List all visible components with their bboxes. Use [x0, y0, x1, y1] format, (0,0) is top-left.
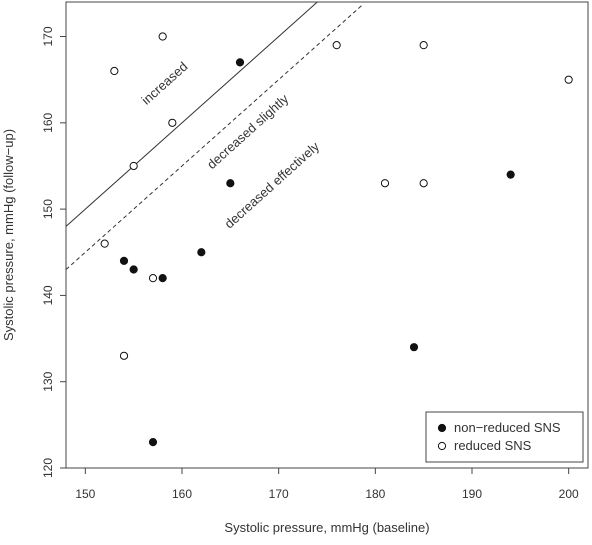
data-point-non-reduced	[197, 248, 206, 257]
data-point-reduced	[380, 179, 390, 188]
plot-frame	[65, 1, 589, 469]
data-point-reduced	[564, 75, 573, 84]
data-point-non-reduced	[409, 343, 419, 352]
y-tick-label: 130	[41, 371, 55, 391]
x-tick-label: 200	[559, 487, 579, 501]
data-point-non-reduced	[226, 179, 235, 188]
x-axis: 150 160 170 180 190 200	[75, 468, 579, 501]
x-tick-label: 190	[462, 487, 482, 501]
legend-label-reduced: reduced SNS	[454, 438, 532, 453]
reference-line-solid	[65, 1, 318, 227]
data-point-reduced	[168, 118, 177, 127]
x-tick-label: 150	[75, 487, 95, 501]
data-point-reduced	[158, 32, 167, 41]
data-point-non-reduced	[129, 265, 138, 274]
x-tick-label: 170	[269, 487, 289, 501]
data-point-non-reduced	[148, 438, 158, 447]
legend-box	[425, 411, 584, 463]
x-tick-label: 160	[172, 487, 192, 501]
y-tick-label: 140	[41, 285, 55, 305]
data-point-non-reduced	[235, 58, 245, 67]
y-tick-label: 120	[41, 458, 55, 478]
legend-marker-reduced	[437, 441, 447, 451]
y-axis: 120 130 140 150 160 170	[41, 26, 66, 478]
data-point-reduced	[119, 351, 129, 360]
data-point-reduced	[110, 66, 119, 76]
data-point-non-reduced	[158, 274, 167, 283]
reference-line-dashed	[65, 5, 363, 270]
x-tick-label: 180	[365, 487, 385, 501]
data-point-reduced	[332, 41, 341, 50]
reference-lines	[65, 1, 363, 270]
data-point-non-reduced	[506, 170, 515, 179]
data-points	[100, 32, 573, 447]
annotation-label: decreased effectively	[221, 138, 322, 231]
y-tick-label: 150	[41, 199, 55, 219]
legend-marker-non-reduced	[437, 423, 447, 433]
y-axis-title: Systolic pressure, mmHg (follow−up)	[1, 129, 16, 341]
data-point-reduced	[129, 161, 138, 171]
legend: non−reduced SNS reduced SNS	[425, 411, 584, 463]
annotation-label: increased	[139, 59, 191, 108]
annotation-label: decreased slightly	[204, 91, 292, 172]
data-point-reduced	[100, 239, 109, 248]
legend-label-non-reduced: non−reduced SNS	[454, 420, 561, 435]
data-point-non-reduced	[119, 256, 129, 265]
y-tick-label: 160	[41, 112, 55, 132]
data-point-reduced	[419, 179, 428, 188]
data-point-reduced	[148, 274, 158, 283]
data-point-reduced	[419, 41, 428, 50]
x-axis-title: Systolic pressure, mmHg (baseline)	[224, 520, 429, 535]
y-tick-label: 170	[41, 26, 55, 46]
